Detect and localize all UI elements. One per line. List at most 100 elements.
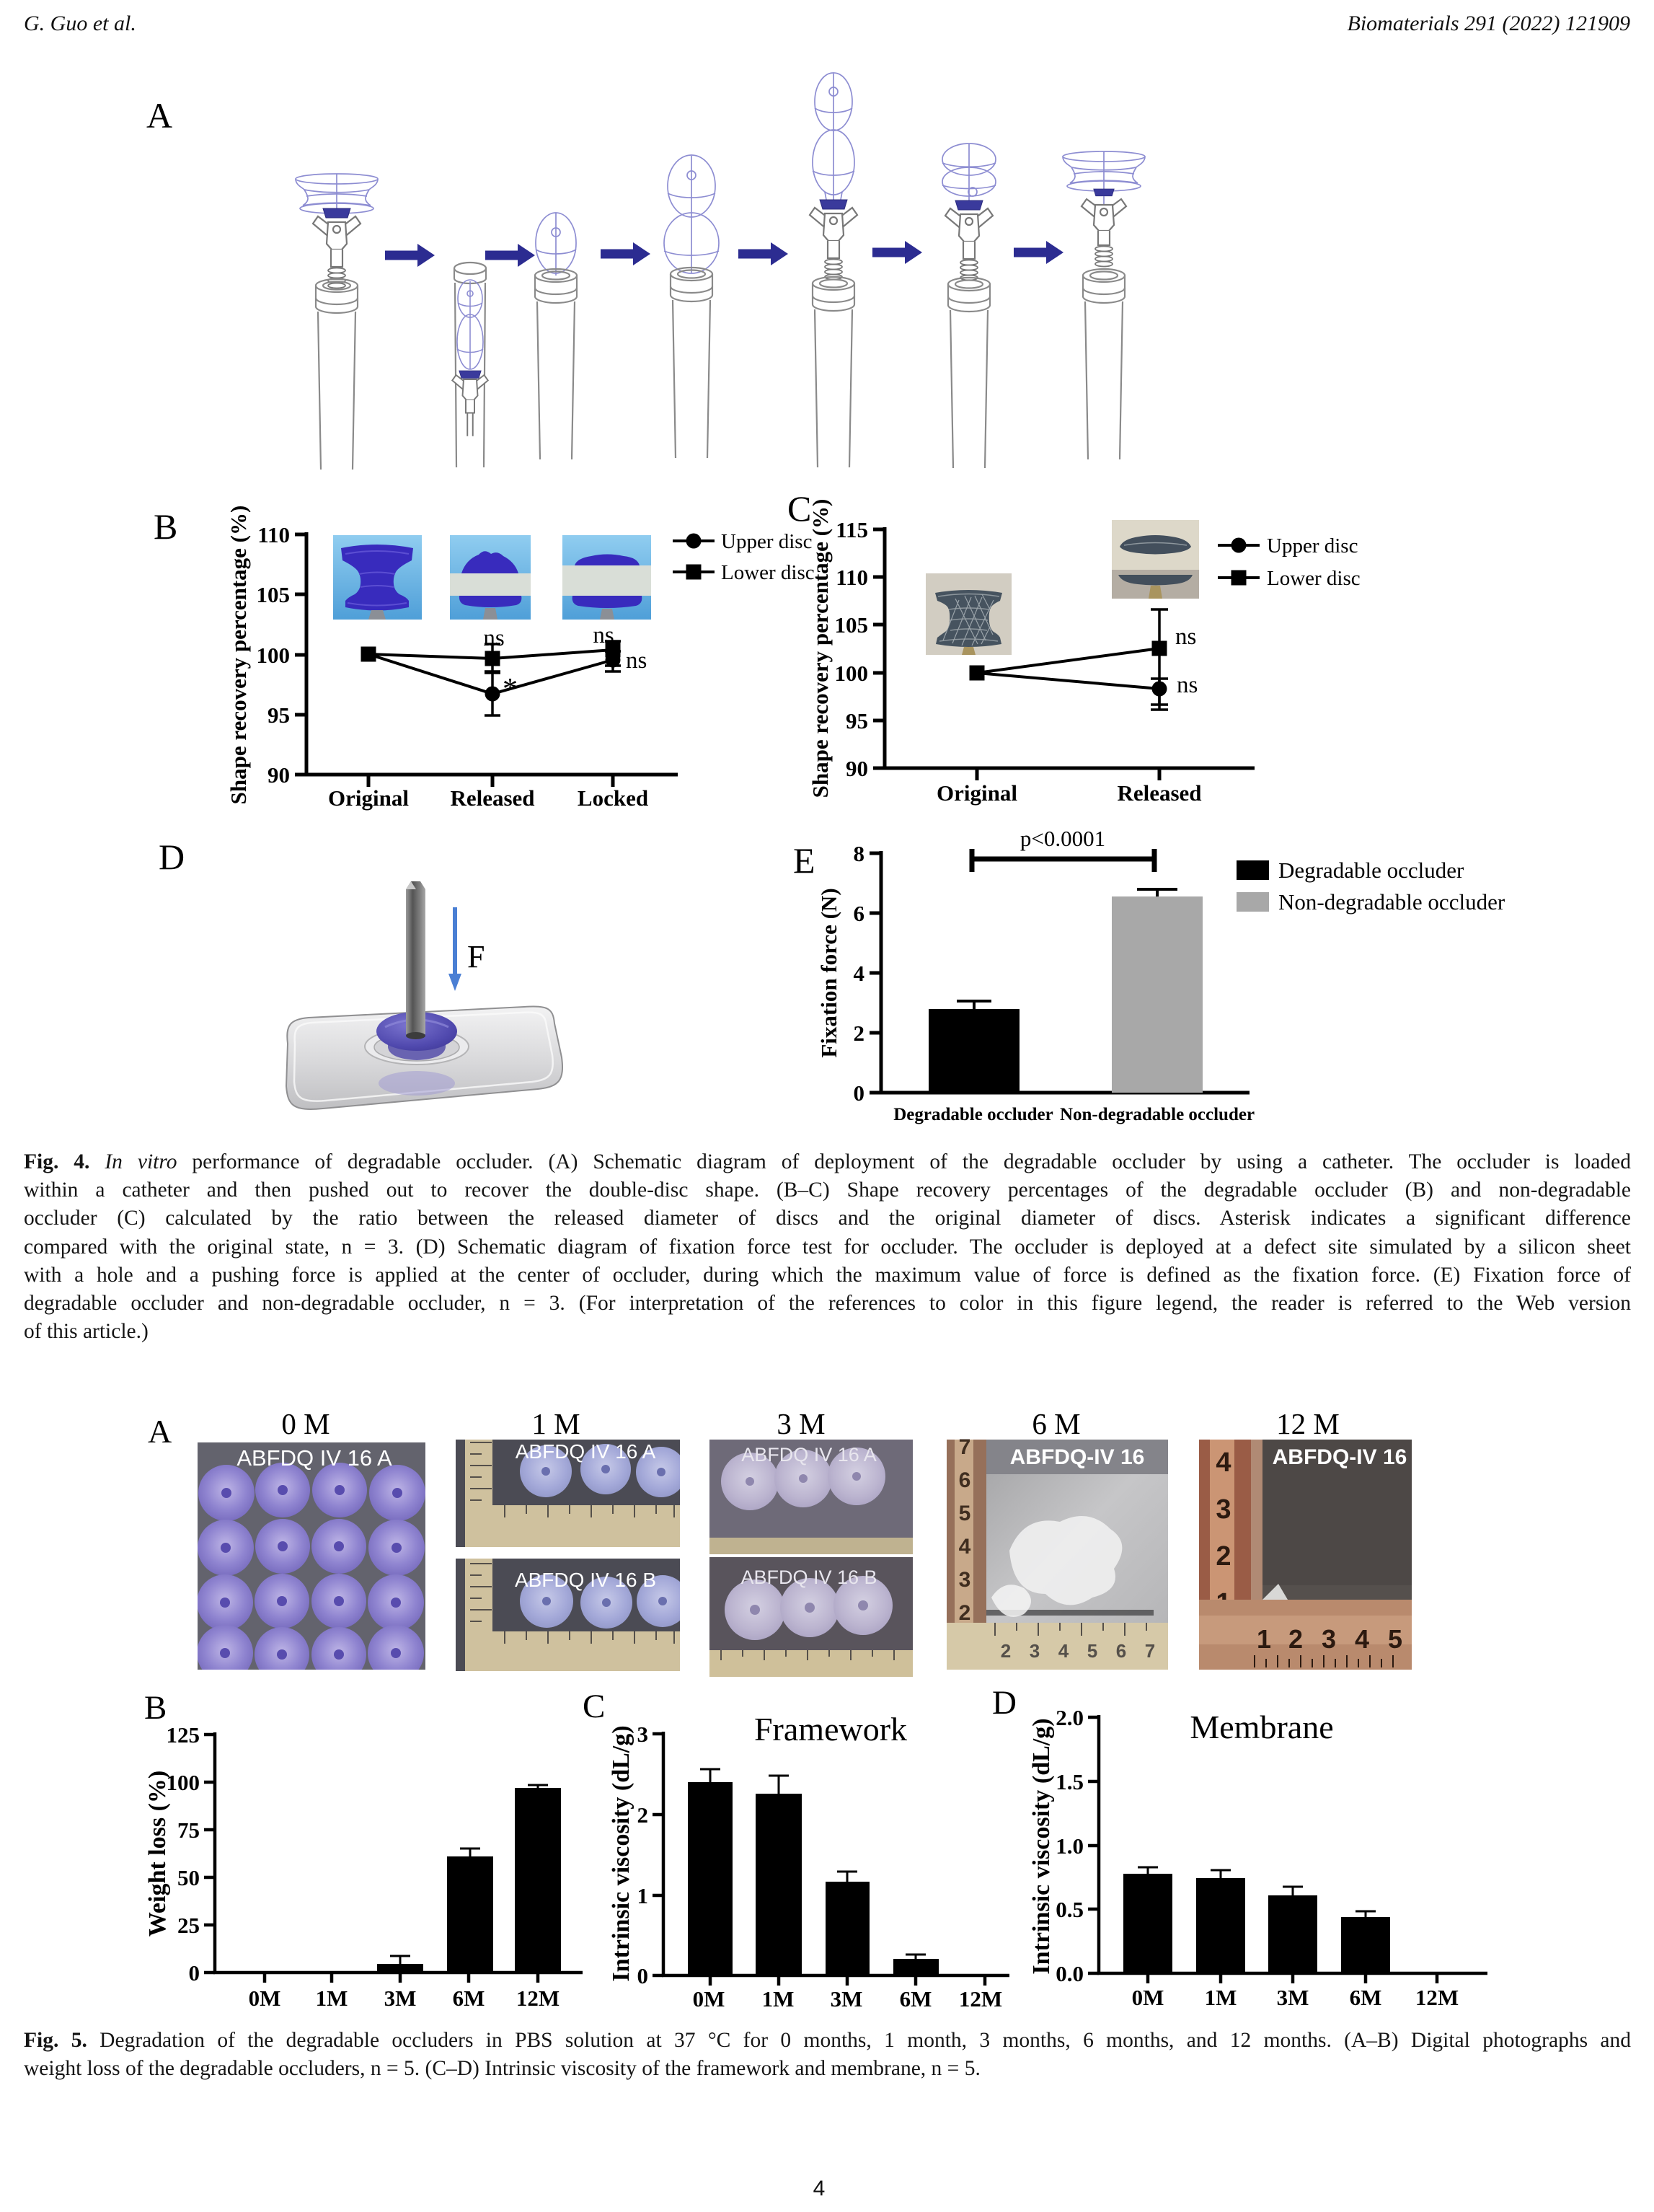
svg-text:Original: Original (937, 780, 1017, 806)
svg-text:ns: ns (1175, 624, 1196, 650)
svg-text:Non-degradable occluder: Non-degradable occluder (1278, 889, 1505, 915)
svg-text:Shape recovery percentage (%): Shape recovery percentage (%) (808, 499, 833, 798)
svg-text:4: 4 (1216, 1448, 1231, 1478)
svg-text:6 M: 6 M (1032, 1407, 1080, 1440)
svg-text:2: 2 (1288, 1624, 1303, 1654)
svg-text:Locked: Locked (578, 785, 648, 811)
svg-text:*: * (503, 673, 518, 706)
svg-text:D: D (992, 1684, 1017, 1722)
svg-text:3: 3 (637, 1722, 649, 1747)
svg-text:Fixation force (N): Fixation force (N) (816, 888, 841, 1057)
svg-text:ABFDQ IV 16 B: ABFDQ IV 16 B (515, 1569, 656, 1591)
svg-text:5: 5 (1388, 1624, 1402, 1654)
svg-text:1.5: 1.5 (1056, 1769, 1084, 1794)
svg-text:Released: Released (1117, 780, 1201, 806)
svg-text:ABFDQ IV 16 B: ABFDQ IV 16 B (740, 1567, 877, 1588)
svg-text:Degradable occluder: Degradable occluder (893, 1105, 1053, 1124)
svg-text:6: 6 (959, 1468, 971, 1492)
svg-text:1M: 1M (762, 1986, 795, 2011)
svg-text:125: 125 (167, 1722, 200, 1748)
svg-text:0M: 0M (249, 1986, 281, 2011)
svg-text:ABFDQ-IV 16: ABFDQ-IV 16 (1010, 1445, 1145, 1469)
svg-text:25: 25 (177, 1913, 200, 1938)
svg-text:3: 3 (1030, 1640, 1040, 1662)
svg-text:7: 7 (959, 1435, 971, 1459)
svg-text:B: B (144, 1689, 167, 1727)
svg-text:110: 110 (836, 565, 868, 590)
svg-text:2.0: 2.0 (1056, 1705, 1084, 1730)
svg-text:12M: 12M (959, 1986, 1002, 2011)
svg-text:5: 5 (1087, 1640, 1097, 1662)
svg-text:ns: ns (593, 622, 614, 648)
svg-text:0 M: 0 M (281, 1407, 330, 1440)
svg-text:1M: 1M (316, 1986, 348, 2011)
svg-text:75: 75 (177, 1817, 200, 1843)
svg-text:Upper disc: Upper disc (1267, 534, 1358, 558)
svg-text:p<0.0001: p<0.0001 (1020, 826, 1105, 851)
svg-text:ABFDQ IV 16 A: ABFDQ IV 16 A (741, 1444, 877, 1466)
svg-text:2: 2 (1216, 1541, 1231, 1572)
svg-text:0: 0 (854, 1080, 865, 1106)
svg-text:3 M: 3 M (777, 1407, 825, 1440)
svg-text:ABFDQ IV 16 A: ABFDQ IV 16 A (236, 1445, 392, 1471)
svg-text:ns: ns (1177, 672, 1198, 698)
svg-text:100: 100 (167, 1770, 200, 1795)
svg-text:105: 105 (257, 582, 291, 607)
svg-text:Lower disc: Lower disc (721, 561, 815, 584)
svg-text:ABFDQ-IV 16: ABFDQ-IV 16 (1273, 1445, 1407, 1469)
svg-text:95: 95 (267, 702, 290, 728)
svg-text:B: B (154, 506, 177, 547)
svg-text:100: 100 (835, 661, 869, 686)
svg-text:6M: 6M (1350, 1985, 1382, 2010)
svg-text:D: D (159, 837, 185, 877)
svg-text:2: 2 (854, 1021, 865, 1046)
svg-text:Original: Original (328, 785, 409, 811)
svg-text:Degradable occluder: Degradable occluder (1278, 858, 1464, 883)
svg-text:A: A (148, 1413, 172, 1450)
svg-text:3: 3 (1322, 1624, 1336, 1654)
svg-text:4: 4 (959, 1535, 971, 1559)
svg-text:C: C (787, 488, 811, 529)
svg-text:3: 3 (959, 1568, 971, 1592)
svg-text:Framework: Framework (754, 1711, 907, 1748)
svg-text:1.0: 1.0 (1056, 1833, 1084, 1859)
svg-text:A: A (146, 95, 172, 136)
svg-text:F: F (467, 939, 485, 974)
svg-text:115: 115 (836, 517, 868, 542)
svg-text:6M: 6M (453, 1986, 485, 2011)
svg-text:12 M: 12 M (1276, 1407, 1340, 1440)
svg-text:2: 2 (959, 1601, 971, 1625)
svg-text:0M: 0M (693, 1986, 725, 2011)
svg-text:12M: 12M (516, 1986, 560, 2011)
svg-text:C: C (583, 1688, 605, 1725)
svg-text:2: 2 (637, 1802, 649, 1828)
svg-text:1: 1 (1257, 1624, 1271, 1654)
svg-text:ns: ns (483, 625, 504, 651)
svg-text:8: 8 (854, 841, 865, 866)
svg-text:3M: 3M (831, 1986, 863, 2011)
svg-text:2: 2 (1001, 1640, 1011, 1662)
svg-text:Shape recovery percentage (%): Shape recovery percentage (%) (226, 506, 251, 805)
svg-text:1 M: 1 M (531, 1407, 580, 1440)
svg-text:E: E (793, 840, 815, 881)
svg-text:ABFDQ IV 16 A: ABFDQ IV 16 A (516, 1440, 656, 1463)
svg-text:Intrinsic viscosity (dL/g): Intrinsic viscosity (dL/g) (1028, 1718, 1055, 1974)
svg-text:6M: 6M (900, 1986, 932, 2011)
svg-text:4: 4 (854, 961, 865, 986)
svg-text:4: 4 (1355, 1624, 1369, 1654)
svg-text:0M: 0M (1132, 1985, 1164, 2010)
svg-text:Upper disc: Upper disc (721, 530, 812, 553)
svg-text:Lower disc: Lower disc (1267, 567, 1361, 590)
svg-text:0.0: 0.0 (1056, 1961, 1084, 1986)
svg-text:0: 0 (637, 1963, 649, 1988)
svg-text:95: 95 (846, 708, 868, 733)
svg-text:1M: 1M (1205, 1985, 1237, 2010)
svg-text:90: 90 (846, 756, 868, 781)
svg-text:6: 6 (1116, 1640, 1126, 1662)
svg-text:Non-degradable occluder: Non-degradable occluder (1060, 1105, 1255, 1124)
svg-text:3: 3 (1216, 1494, 1231, 1525)
svg-text:1: 1 (637, 1883, 649, 1908)
svg-text:3M: 3M (384, 1986, 417, 2011)
svg-text:4: 4 (1058, 1640, 1069, 1662)
svg-text:12M: 12M (1415, 1985, 1459, 2010)
